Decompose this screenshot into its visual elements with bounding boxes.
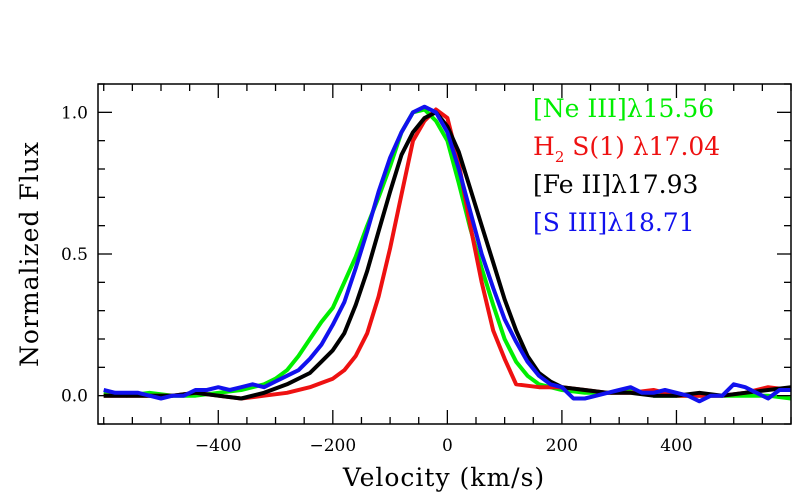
legend-entry-3: [Fe II]λ17.93 xyxy=(533,170,698,199)
x-tick-label: 0 xyxy=(442,436,453,456)
series-line-4 xyxy=(103,104,791,404)
y-tick-label: 1.0 xyxy=(61,103,88,123)
ticks-layer: −400 −200 0 200 400 0.0 0.5 1.0 xyxy=(61,83,792,456)
x-axis-label: Velocity (km/s) xyxy=(342,463,545,492)
x-tick-label: −400 xyxy=(195,436,242,456)
legend-entry-1: [Ne III]λ15.56 xyxy=(533,94,714,123)
series-layer xyxy=(103,104,791,404)
legend: [Ne III]λ15.56 H2 S(1) λ17.04 [Fe II]λ17.9… xyxy=(533,94,720,237)
x-tick-label: −200 xyxy=(309,436,356,456)
y-axis-label: Normalized Flux xyxy=(15,141,44,367)
legend-entry-2: H2 S(1) λ17.04 xyxy=(533,132,720,166)
x-tick-label: 200 xyxy=(546,436,578,456)
x-tick-label: 400 xyxy=(660,436,692,456)
y-tick-label: 0.0 xyxy=(61,387,88,407)
legend-entry-4: [S III]λ18.71 xyxy=(533,208,695,237)
y-tick-label: 0.5 xyxy=(61,245,88,265)
